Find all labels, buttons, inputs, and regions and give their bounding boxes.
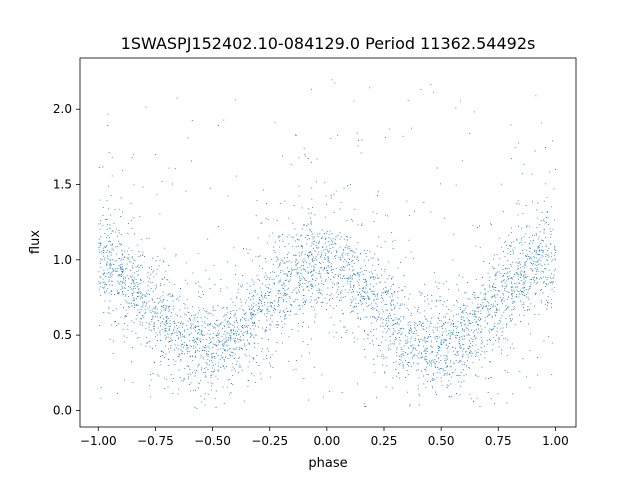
plot-frame xyxy=(79,57,577,428)
x-tick-label: 0.75 xyxy=(485,434,512,448)
x-tick-label: −0.50 xyxy=(194,434,231,448)
x-tick-label: 0.50 xyxy=(428,434,455,448)
x-tick-label: 0.25 xyxy=(371,434,398,448)
scatter-points xyxy=(98,79,557,409)
x-tick-label: −0.75 xyxy=(137,434,174,448)
y-tick-label: 1.5 xyxy=(53,178,72,192)
x-tick-label: −0.25 xyxy=(251,434,288,448)
y-axis-ticks: 0.0 0.5 1.0 1.5 2.0 xyxy=(53,102,80,417)
y-tick-label: 0.5 xyxy=(53,328,72,342)
x-tick-label: 1.00 xyxy=(542,434,569,448)
x-axis-ticks: −1.00 −0.75 −0.50 −0.25 0.00 0.25 0.50 0.75 1.00 xyxy=(80,427,569,448)
y-tick-label: 1.0 xyxy=(53,253,72,267)
y-tick-label: 2.0 xyxy=(53,102,72,116)
x-tick-label: −1.00 xyxy=(80,434,117,448)
y-tick-label: 0.0 xyxy=(53,403,72,417)
y-axis-label: flux xyxy=(28,230,43,254)
x-axis-label: phase xyxy=(308,456,347,471)
chart-title: 1SWASPJ152402.10-084129.0 Period 11362.5… xyxy=(121,34,536,53)
scatter-point-cloud xyxy=(98,79,557,409)
x-tick-label: 0.00 xyxy=(313,434,340,448)
